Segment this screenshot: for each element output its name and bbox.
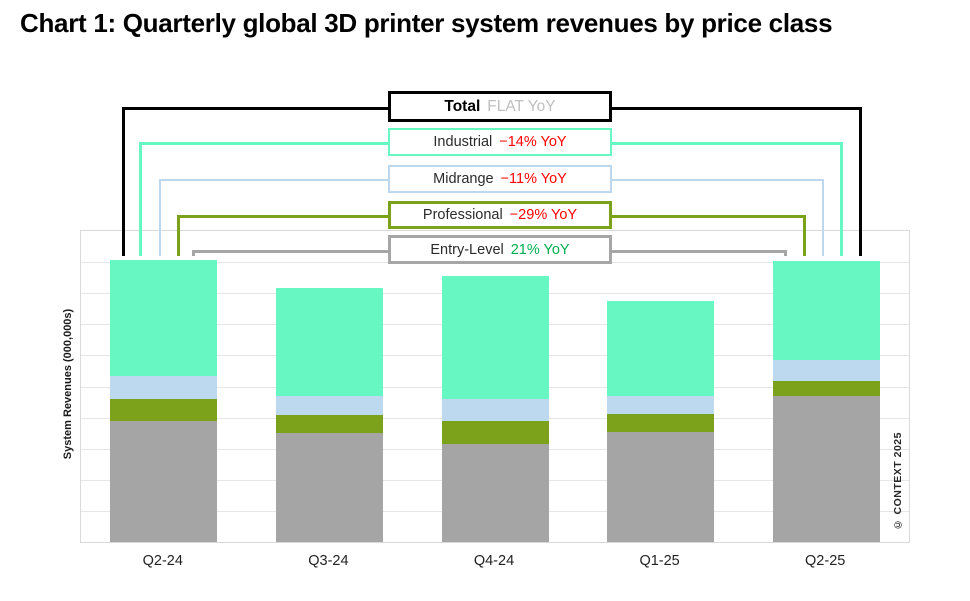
x-axis-label-q4-24: Q4-24 [473, 553, 515, 569]
bar-segment-q4-24-industrial [441, 275, 549, 400]
callout-connector-right-midrange [612, 179, 824, 256]
bar-segment-q4-24-entry-level [441, 444, 549, 542]
bar-segment-q2-24-professional [110, 399, 218, 422]
bar-segment-q3-24-entry-level [275, 433, 383, 542]
legend-label-industrial: Industrial [433, 134, 493, 150]
callout-connector-right-industrial [612, 142, 843, 256]
legend-label-entry-level: Entry-Level [430, 241, 504, 258]
legend-yoy-industrial: −14% YoY [499, 134, 567, 150]
legend-label-midrange: Midrange [433, 171, 494, 187]
legend-callout-industrial: Industrial −14% YoY [388, 128, 612, 156]
bar-segment-q2-25-professional [772, 380, 880, 397]
bar-segment-q2-25-entry-level [772, 396, 880, 542]
bar-segment-q2-25-industrial [772, 261, 880, 360]
legend-callout-professional: Professional −29% YoY [388, 201, 612, 229]
callout-connector-right-total [612, 106, 862, 256]
bar-segment-q3-24-midrange [275, 395, 383, 416]
callout-connector-left-industrial [139, 142, 388, 256]
bar-segment-q3-24-professional [275, 415, 383, 434]
legend-callout-entry-level: Entry-Level 21% YoY [388, 235, 612, 264]
bar-segment-q2-24-industrial [110, 259, 218, 377]
legend-callout-total: Total FLAT YoY [388, 91, 612, 122]
legend-yoy-entry-level: 21% YoY [510, 241, 570, 258]
bar-segment-q2-25-midrange [772, 359, 880, 381]
bar-segment-q3-24-industrial [275, 287, 383, 396]
bar-segment-q4-24-midrange [441, 399, 549, 422]
legend-yoy-professional: −29% YoY [509, 207, 578, 223]
x-axis-label-q2-25: Q2-25 [805, 553, 846, 569]
callout-connector-left-midrange [159, 179, 388, 256]
chart-title: Chart 1: Quarterly global 3D printer sys… [20, 8, 833, 38]
bar-segment-q1-25-entry-level [607, 432, 715, 542]
bar-segment-q2-24-entry-level [110, 421, 218, 542]
callout-connector-left-professional [177, 215, 388, 256]
bar-segment-q1-25-midrange [607, 396, 715, 415]
x-axis-label-q2-24: Q2-24 [142, 553, 183, 569]
bar-segment-q2-24-midrange [110, 376, 218, 400]
callout-connector-right-entry-level [612, 249, 787, 256]
legend-label-professional: Professional [422, 207, 503, 223]
x-axis-label-q3-24: Q3-24 [308, 553, 349, 569]
copyright-watermark: © CONTEXT 2025 [892, 431, 904, 530]
callout-connector-left-total [122, 106, 388, 256]
callout-connector-right-professional [612, 215, 806, 256]
bar-segment-q1-25-professional [607, 414, 715, 433]
bar-segment-q4-24-professional [441, 421, 549, 445]
bar-segment-q1-25-industrial [607, 301, 715, 397]
legend-callout-midrange: Midrange −11% YoY [388, 165, 612, 193]
legend-yoy-midrange: −11% YoY [500, 171, 567, 187]
plot-area: © CONTEXT 2025 [80, 230, 910, 543]
callout-connector-left-entry-level [192, 249, 388, 256]
y-axis-label: System Revenues (000,000s) [62, 308, 74, 460]
legend-yoy-total: FLAT YoY [487, 97, 556, 115]
legend-label-total: Total [444, 97, 481, 115]
x-axis-label-q1-25: Q1-25 [639, 553, 680, 569]
